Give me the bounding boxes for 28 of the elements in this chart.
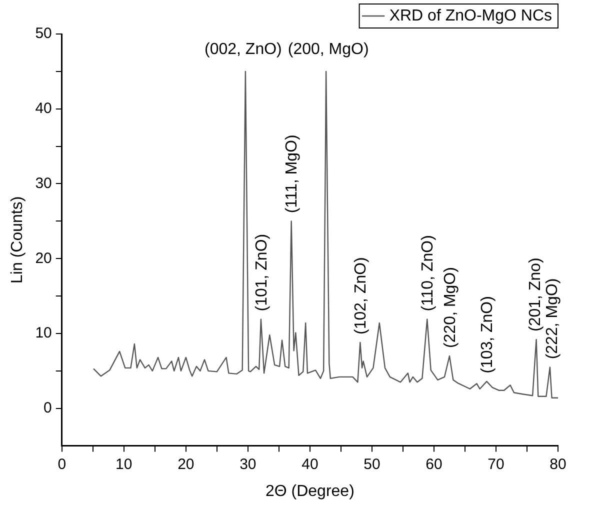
y-tick-label: 40	[35, 100, 52, 118]
annotation: (110, ZnO)	[420, 235, 437, 312]
annotation: (222, MgO)	[544, 278, 562, 360]
annotation: (201, Zno)	[527, 258, 544, 332]
y-tick-label: 50	[35, 25, 52, 42]
x-tick-label: 40	[302, 456, 318, 473]
x-axis-title: 2Θ (Degree)	[265, 482, 354, 500]
x-tick-label: 20	[178, 456, 194, 473]
x-tick-label: 70	[488, 456, 504, 473]
legend-label: XRD of ZnO-MgO NCs	[389, 7, 552, 24]
annotation: (101, ZnO)	[253, 234, 270, 312]
x-tick-label: 0	[58, 456, 66, 473]
y-tick-label: 10	[35, 324, 52, 342]
annotation: (002, ZnO)	[204, 40, 282, 58]
y-axis-title: Lin (Counts)	[9, 196, 26, 284]
x-tick-label: 10	[116, 456, 132, 473]
annotation: (111, MgO)	[284, 134, 301, 214]
annotation: (220, MgO)	[442, 267, 459, 348]
annotation: (200, MgO)	[288, 40, 369, 58]
x-tick-label: 50	[364, 456, 380, 473]
annotation: (103, ZnO)	[479, 296, 496, 374]
x-tick-label: 30	[240, 456, 256, 473]
y-tick-label: 30	[35, 174, 52, 192]
x-tick-label: 80	[550, 456, 566, 473]
annotation: (102, ZnO)	[352, 257, 370, 334]
y-tick-label: 20	[35, 250, 52, 267]
y-tick-label: 0	[44, 400, 52, 417]
x-tick-label: 60	[426, 456, 442, 473]
